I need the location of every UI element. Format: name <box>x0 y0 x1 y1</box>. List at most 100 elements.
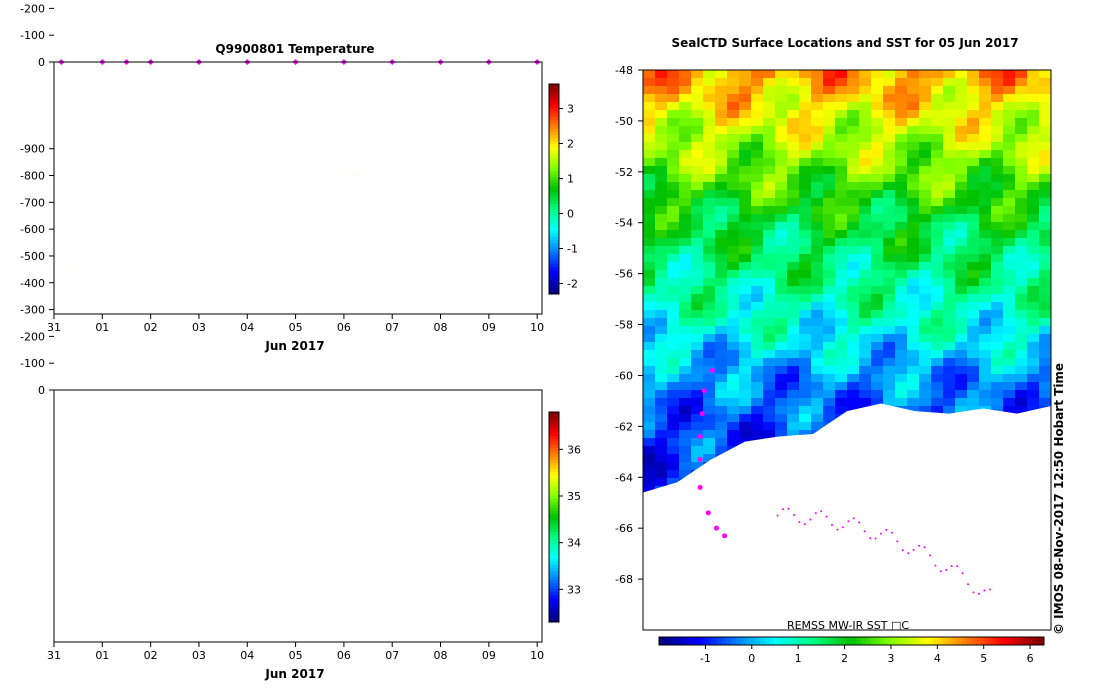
sst-cell <box>847 158 860 167</box>
temperature-colorbar-swatch <box>549 213 559 217</box>
sst-cell <box>955 302 968 311</box>
sst-cell <box>799 262 812 271</box>
temperature-colorbar-swatch <box>549 177 559 181</box>
sst-cell <box>991 334 1004 343</box>
sst-cell <box>715 446 728 455</box>
sst-cell <box>751 270 764 279</box>
temperature-colorbar-swatch <box>549 99 559 103</box>
sst-cell <box>883 398 896 407</box>
sst-cell <box>751 222 764 231</box>
sst-cell <box>967 342 980 351</box>
sst-cell <box>1003 246 1016 255</box>
sst-cell <box>727 126 740 135</box>
sst-cell <box>715 214 728 223</box>
sst-cell <box>703 102 716 111</box>
sst-cell <box>679 110 692 119</box>
sst-cell <box>739 406 752 415</box>
sst-cell <box>1003 366 1016 375</box>
sst-cell <box>643 286 656 295</box>
sst-cell <box>919 374 932 383</box>
sst-cell <box>787 302 800 311</box>
sst-cell <box>907 182 920 191</box>
sst-cell <box>811 254 824 263</box>
sst-cell <box>823 182 836 191</box>
sst-cell <box>799 158 812 167</box>
salinity-colorbar-swatch <box>549 568 559 572</box>
sst-cell <box>859 342 872 351</box>
temperature-colorbar-swatch <box>549 240 559 244</box>
sst-cell <box>991 158 1004 167</box>
sst-cell <box>787 222 800 231</box>
sst-cell <box>883 198 896 207</box>
sst-cell <box>643 326 656 335</box>
sst-cell <box>943 70 956 79</box>
sst-cell <box>931 366 944 375</box>
sst-cell <box>691 198 704 207</box>
sst-cell <box>1039 102 1051 111</box>
sst-cell <box>679 182 692 191</box>
sst-cell <box>667 398 680 407</box>
sst-cell <box>763 286 776 295</box>
sst-cell <box>835 134 848 143</box>
salinity-colorbar-swatch <box>549 424 559 428</box>
sst-cell <box>775 150 788 159</box>
sst-cell <box>775 102 788 111</box>
sst-cell <box>703 230 716 239</box>
sst-cell <box>1027 222 1040 231</box>
sst-cell <box>727 310 740 319</box>
sst-cell <box>943 222 956 231</box>
sst-cell <box>991 294 1004 303</box>
sst-cell <box>835 246 848 255</box>
sst-cell <box>907 214 920 223</box>
sst-cell <box>847 270 860 279</box>
salinity-colorbar-swatch <box>549 565 559 569</box>
sst-cell <box>799 254 812 263</box>
sst-cell <box>643 438 656 447</box>
sst-cell <box>991 142 1004 151</box>
sst-cell <box>943 374 956 383</box>
sst-cell <box>859 150 872 159</box>
temperature-colorbar-swatch <box>549 234 559 238</box>
sst-cell <box>775 206 788 215</box>
sst-cell <box>1027 358 1040 367</box>
sst-cell <box>703 182 716 191</box>
salinity-colorbar-swatch <box>549 466 559 470</box>
sst-cell <box>895 94 908 103</box>
sst-cell <box>811 126 824 135</box>
sst-cell <box>1027 302 1040 311</box>
sst-cell <box>991 198 1004 207</box>
sst-cell <box>643 406 656 415</box>
sst-cell <box>643 134 656 143</box>
sst-cell <box>715 334 728 343</box>
sst-cell <box>691 318 704 327</box>
sst-cell <box>955 390 968 399</box>
sst-cell <box>787 206 800 215</box>
sst-cell <box>847 142 860 151</box>
sst-cell <box>775 286 788 295</box>
sst-cell <box>955 70 968 79</box>
sst-cell <box>679 190 692 199</box>
sst-cell <box>895 390 908 399</box>
sst-cell <box>691 142 704 151</box>
sst-cell <box>979 86 992 95</box>
sst-cell <box>763 310 776 319</box>
sst-cell <box>883 110 896 119</box>
sst-cell <box>799 142 812 151</box>
temperature-colorbar-swatch <box>549 252 559 256</box>
sst-cell <box>667 454 680 463</box>
temperature-colorbar-swatch <box>549 180 559 184</box>
sst-cell <box>967 126 980 135</box>
sst-cell <box>907 94 920 103</box>
sst-cell <box>979 366 992 375</box>
salinity-colorbar-swatch <box>549 508 559 512</box>
salinity-colorbar-swatch <box>549 589 559 593</box>
sst-cell <box>643 278 656 287</box>
sst-cell <box>679 350 692 359</box>
sst-cell <box>931 70 944 79</box>
temperature-colorbar-swatch <box>549 186 559 190</box>
sst-cell <box>715 382 728 391</box>
sst-cell <box>703 110 716 119</box>
sst-cell <box>895 78 908 87</box>
sst-cell <box>691 86 704 95</box>
sst-cell <box>679 366 692 375</box>
